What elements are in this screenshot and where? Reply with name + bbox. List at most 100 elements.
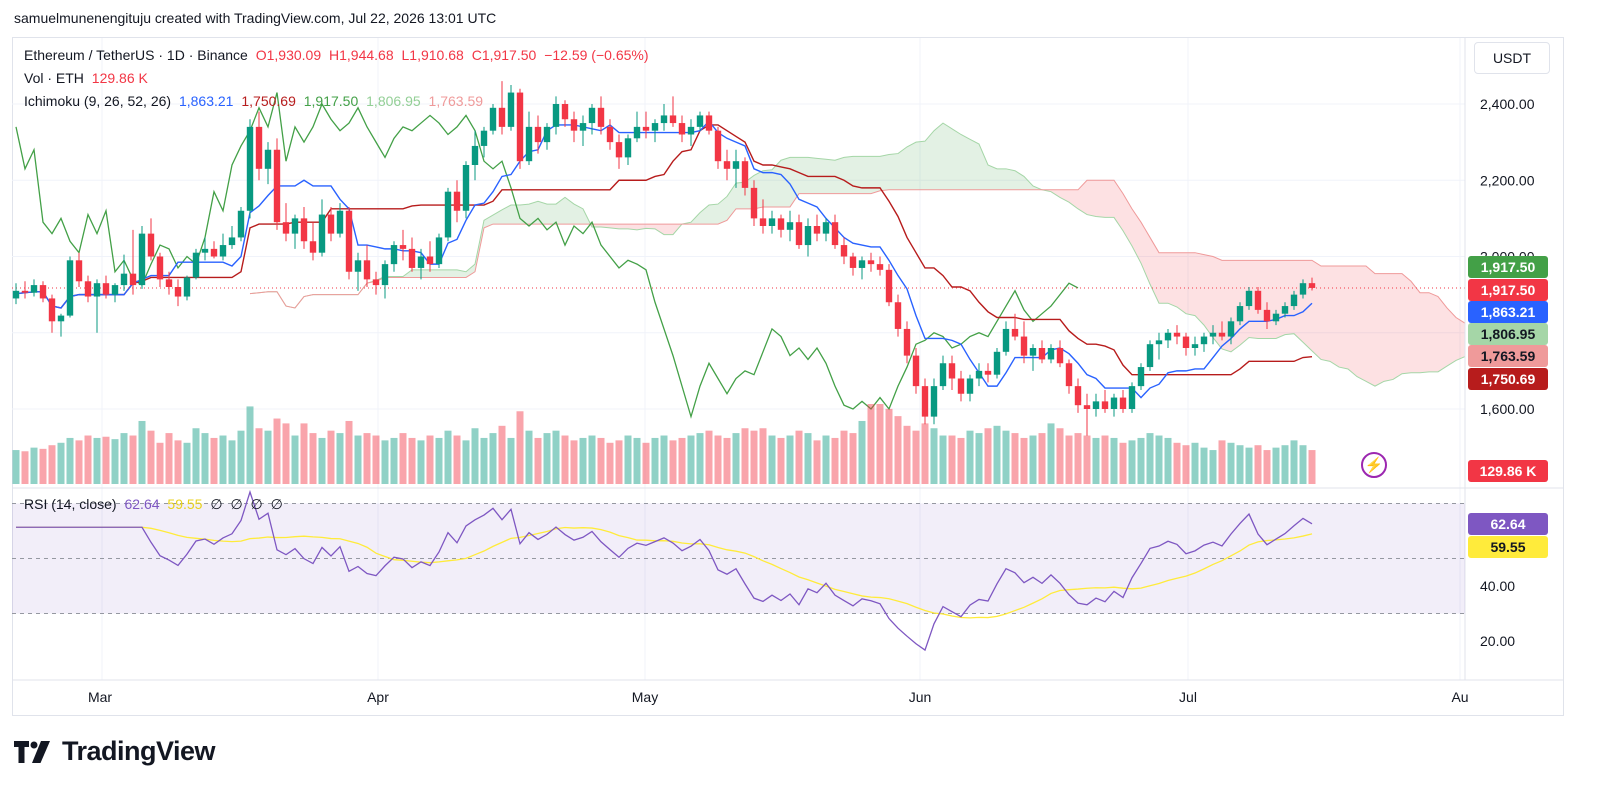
volume-bar: [516, 411, 524, 484]
candle-body: [615, 142, 623, 158]
lightning-icon[interactable]: ⚡: [1361, 452, 1387, 478]
candle-body: [696, 115, 704, 127]
candle-body: [1227, 321, 1235, 337]
volume-bar: [597, 437, 605, 484]
volume-bar: [822, 435, 830, 484]
legend-ichimoku-label[interactable]: Ichimoku (9, 26, 52, 26): [24, 93, 172, 109]
ichimoku-cloud-segment: [1447, 307, 1456, 367]
volume-bar: [1137, 437, 1145, 484]
price-tick-label: 2,200.00: [1480, 172, 1535, 188]
candle-body: [1182, 336, 1190, 348]
volume-bar: [75, 440, 83, 484]
volume-bar: [507, 437, 515, 484]
volume-bar: [1074, 433, 1082, 484]
volume-bar: [264, 430, 272, 484]
volume-bar: [777, 437, 785, 484]
candle-body: [147, 233, 155, 257]
candle-body: [444, 191, 452, 238]
candle-body: [786, 222, 794, 230]
volume-bar: [1236, 445, 1244, 484]
ichimoku-cloud-segment: [844, 156, 853, 194]
volume-bar: [174, 440, 182, 484]
candle-body: [165, 279, 173, 287]
ichimoku-cloud-segment: [628, 224, 637, 230]
candle-body: [318, 214, 326, 253]
candle-body: [678, 123, 686, 135]
volume-bar: [345, 420, 353, 484]
volume-bar: [849, 433, 857, 484]
ichimoku-cloud-segment: [1105, 180, 1114, 218]
ichimoku-cloud-segment: [1411, 281, 1420, 373]
volume-bar: [111, 439, 119, 484]
legend-rsi-label[interactable]: RSI (14, close): [24, 496, 117, 512]
rsi-tick-label: 40.00: [1480, 578, 1515, 594]
ichimoku-cloud-segment: [1006, 168, 1015, 190]
legend-ichimoku-span-a: 1,806.95: [366, 93, 421, 109]
candle-body: [1290, 294, 1298, 307]
candle-body: [408, 248, 416, 268]
volume-bar: [471, 428, 479, 484]
volume-label: 129.86 K: [1468, 460, 1548, 482]
ichimoku-cloud-segment: [862, 156, 871, 194]
candle-body: [309, 241, 317, 253]
ichimoku-cloud-segment: [1420, 292, 1429, 373]
ichimoku-cloud-segment: [763, 169, 772, 207]
volume-bar: [156, 442, 164, 484]
volume-bar: [390, 437, 398, 484]
volume-bar: [678, 437, 686, 484]
candle-body: [723, 161, 731, 169]
candle-body: [1155, 340, 1163, 345]
candle-body: [813, 226, 821, 234]
ichimoku-cloud-segment: [997, 168, 1006, 190]
ichimoku-cloud-segment: [448, 269, 457, 278]
candle-body: [768, 218, 776, 226]
ichimoku-cloud-segment: [1222, 260, 1231, 352]
candle-body: [363, 260, 371, 280]
candle-body: [669, 115, 677, 124]
ichimoku-span-b-line: [249, 179, 1466, 324]
volume-bar: [435, 437, 443, 484]
ichimoku-cloud-segment: [1267, 260, 1276, 339]
ichimoku-cloud-segment: [772, 160, 781, 207]
candle-body: [606, 126, 614, 143]
price-tick-label: 1,600.00: [1480, 401, 1535, 417]
time-tick-label: Jun: [909, 689, 932, 705]
candle-body: [255, 126, 263, 169]
volume-bar: [543, 433, 551, 484]
candle-body: [1281, 306, 1289, 314]
legend-symbol[interactable]: Ethereum / TetherUS · 1D · Binance: [24, 47, 248, 63]
volume-bar: [633, 437, 641, 484]
candle-body: [1263, 309, 1271, 322]
volume-bar: [84, 435, 92, 484]
legend-volume-label[interactable]: Vol · ETH: [24, 70, 84, 86]
candle-body: [111, 285, 119, 295]
candle-body: [777, 218, 785, 230]
volume-bar: [417, 440, 425, 484]
time-tick-label: Jul: [1179, 689, 1197, 705]
candle-body: [480, 130, 488, 146]
legend-open: O1,930.09: [255, 47, 322, 63]
candle-body: [1047, 348, 1055, 360]
price-label-base: 1,750.69: [1468, 368, 1548, 390]
volume-bar: [588, 435, 596, 484]
ichimoku-cloud-segment: [664, 224, 673, 235]
candle-body: [804, 226, 812, 246]
currency-button[interactable]: USDT: [1474, 42, 1550, 74]
volume-bar: [12, 450, 20, 484]
volume-bar: [651, 437, 659, 484]
ichimoku-cloud-segment: [547, 204, 556, 225]
ichimoku-cloud-segment: [853, 156, 862, 194]
volume-bar: [48, 445, 56, 484]
volume-bar: [966, 430, 974, 484]
volume-bar: [1263, 450, 1271, 484]
ichimoku-cloud-segment: [1402, 273, 1411, 374]
ichimoku-cloud-segment: [565, 197, 574, 225]
volume-bar: [246, 406, 254, 484]
volume-bar: [660, 435, 668, 484]
legend-volume-row: Vol · ETH 129.86 K: [24, 70, 152, 86]
ichimoku-cloud-segment: [1357, 266, 1366, 382]
ichimoku-cloud-segment: [1348, 266, 1357, 377]
candle-body: [831, 222, 839, 246]
price-label-close: 1,917.50: [1468, 279, 1548, 301]
